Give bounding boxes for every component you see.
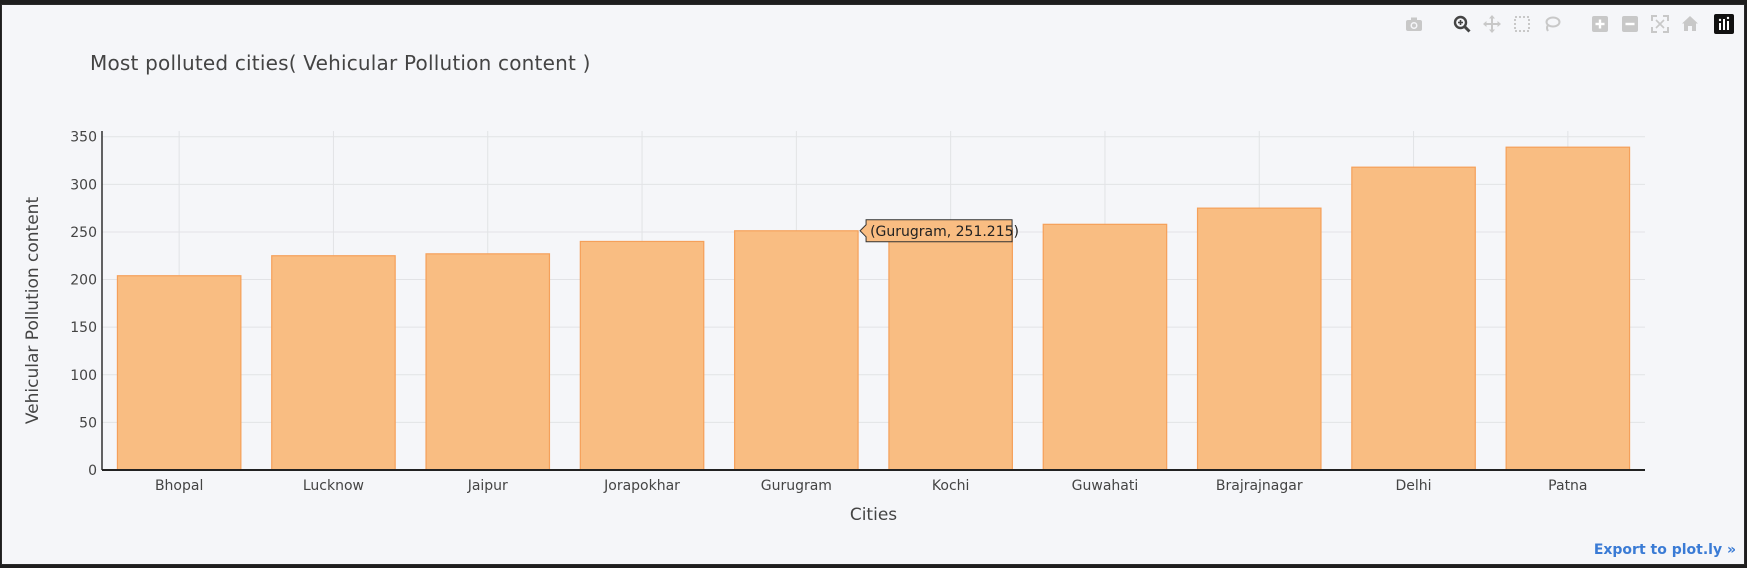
chart-title: Most polluted cities( Vehicular Pollutio…: [90, 51, 591, 75]
bar-gurugram[interactable]: [734, 230, 859, 471]
zoom-in-icon[interactable]: [1588, 13, 1612, 35]
y-tick-label: 0: [88, 463, 97, 479]
bar-bhopal[interactable]: [116, 275, 242, 471]
y-tick-label: 250: [70, 225, 97, 241]
y-tick-label: 100: [70, 368, 97, 384]
pan-icon[interactable]: [1480, 13, 1504, 35]
y-tick-label: 300: [70, 177, 97, 193]
y-tick-label: 200: [70, 273, 97, 289]
bar-chart[interactable]: 0 50 100 150 200 250 300 350 Bhopal Lucknow Jaipur…: [2, 5, 1744, 564]
reset-axes-icon[interactable]: [1678, 13, 1702, 35]
export-to-plotly-link[interactable]: Export to plot.ly »: [1593, 542, 1736, 558]
x-tick-label: Jorapokhar: [603, 478, 680, 494]
bar-delhi[interactable]: [1351, 166, 1476, 471]
zoom-icon[interactable]: [1450, 13, 1474, 35]
zoom-out-icon[interactable]: [1618, 13, 1642, 35]
hover-tooltip-box: [859, 219, 1013, 243]
chart-frame: Most polluted cities( Vehicular Pollutio…: [1, 4, 1745, 565]
x-tick-label: Jaipur: [467, 478, 508, 494]
x-tick-label: Delhi: [1396, 478, 1432, 494]
x-tick-label: Lucknow: [303, 478, 364, 494]
x-tick-label: Bhopal: [155, 478, 203, 494]
bar-jaipur[interactable]: [425, 253, 551, 471]
bar-lucknow[interactable]: [271, 255, 396, 471]
y-tick-label: 50: [79, 415, 97, 431]
bar-patna[interactable]: [1505, 146, 1631, 471]
bar-jorapokhar[interactable]: [579, 240, 705, 471]
plotly-logo-icon[interactable]: [1714, 14, 1734, 34]
x-tick-label: Brajrajnagar: [1216, 478, 1303, 494]
x-tick-label: Patna: [1548, 478, 1587, 494]
box-select-icon[interactable]: [1510, 13, 1534, 35]
y-tick-label: 350: [70, 130, 97, 146]
x-tick-label: Gurugram: [761, 478, 832, 494]
modebar: [1396, 13, 1734, 35]
y-axis-title: Vehicular Pollution content: [23, 197, 43, 425]
autoscale-icon[interactable]: [1648, 13, 1672, 35]
camera-icon[interactable]: [1402, 13, 1426, 35]
x-tick-label: Guwahati: [1072, 478, 1139, 494]
x-tick-label: Kochi: [932, 478, 970, 494]
bar-guwahati[interactable]: [1042, 223, 1168, 471]
x-axis-title: Cities: [850, 505, 897, 525]
hover-tooltip-label: (Gurugram, 251.215): [870, 224, 1019, 240]
bar-brajrajnagar[interactable]: [1196, 207, 1322, 471]
bar-kochi[interactable]: [888, 228, 1013, 471]
y-tick-label: 150: [70, 320, 97, 336]
lasso-icon[interactable]: [1540, 13, 1564, 35]
